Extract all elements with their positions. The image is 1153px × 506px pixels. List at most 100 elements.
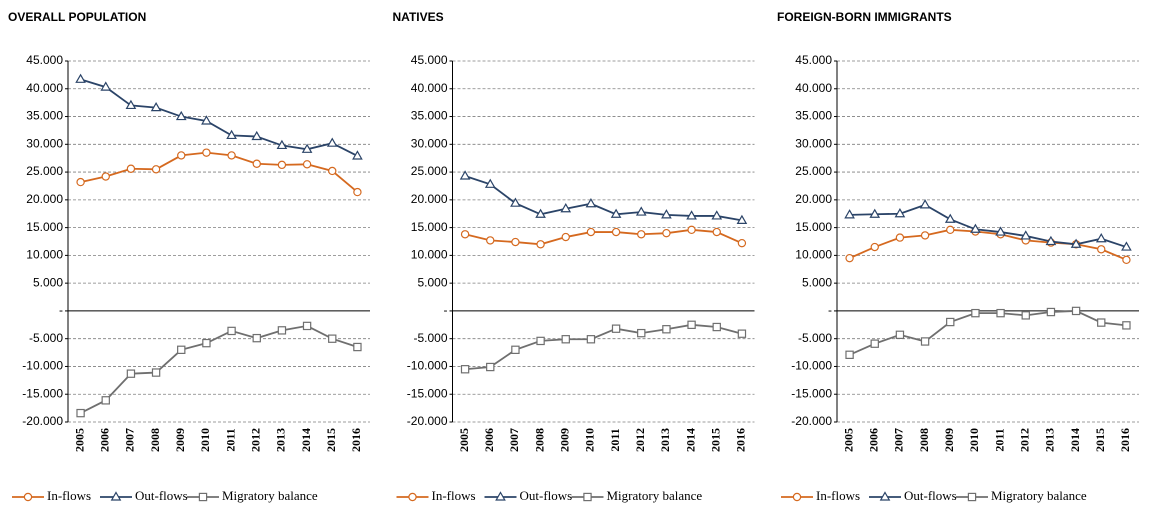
marker	[1121, 241, 1132, 251]
marker	[635, 206, 647, 216]
x-tick-label: 2006	[98, 428, 112, 452]
marker	[100, 81, 112, 91]
series-line	[80, 151, 358, 193]
marker	[661, 209, 672, 219]
y-tick-label: 45.000	[26, 53, 63, 67]
y-tick-label: 5.000	[802, 275, 832, 289]
x-tick-label: 2005	[841, 428, 855, 452]
y-tick-label: 15.000	[411, 220, 448, 234]
marker	[23, 492, 33, 502]
x-tick-label: 2015	[1093, 428, 1107, 452]
x-tick-label: 2012	[249, 428, 263, 452]
x-tick-label: 2013	[274, 428, 288, 452]
marker	[202, 338, 211, 348]
x-tick-label: 2010	[583, 428, 597, 452]
marker	[1097, 245, 1106, 254]
marker	[101, 172, 110, 181]
series-line	[849, 310, 1127, 356]
marker	[459, 170, 471, 180]
marker	[151, 165, 161, 174]
y-tick-label: -15.000	[791, 386, 832, 400]
marker	[486, 236, 495, 245]
marker	[895, 233, 905, 242]
marker	[586, 227, 596, 237]
legend-label: Migratory balance	[607, 488, 703, 503]
y-tick-label: 25.000	[795, 164, 832, 178]
marker	[686, 210, 697, 220]
marker	[895, 330, 905, 340]
marker	[75, 73, 86, 83]
x-tick-label: 2008	[148, 428, 162, 452]
series-line	[849, 228, 1127, 261]
y-tick-label: -20.000	[22, 414, 63, 428]
legend-label: Out-flows	[135, 488, 188, 503]
y-tick-label: 40.000	[411, 81, 448, 95]
marker	[637, 230, 646, 239]
marker	[637, 328, 646, 338]
marker	[737, 329, 747, 338]
marker	[967, 492, 977, 502]
y-tick-label: -15.000	[407, 386, 448, 400]
marker	[1070, 238, 1082, 248]
marker	[175, 110, 187, 121]
series-line	[464, 175, 743, 222]
marker	[352, 150, 363, 160]
x-tick-label: 2010	[198, 428, 212, 452]
marker	[328, 334, 337, 343]
marker	[970, 223, 981, 233]
x-tick-label: 2011	[608, 428, 622, 451]
y-tick-label: 40.000	[26, 81, 63, 95]
marker	[353, 342, 362, 352]
y-tick-label: 35.000	[26, 109, 63, 123]
marker	[971, 308, 980, 318]
marker	[177, 151, 186, 160]
marker	[1045, 235, 1057, 246]
x-tick-label: 2008	[917, 428, 931, 452]
y-tick-label: 25.000	[26, 164, 63, 178]
series-line	[464, 228, 743, 246]
y-tick-label: -10.000	[791, 359, 832, 373]
marker	[583, 492, 592, 502]
x-tick-label: 2012	[1018, 428, 1032, 452]
x-tick-label: 2005	[457, 428, 471, 452]
x-tick-label: 2014	[1068, 428, 1082, 452]
chart-title: NATIVES	[393, 10, 444, 24]
marker	[177, 345, 186, 355]
marker	[276, 139, 288, 150]
marker	[126, 369, 136, 378]
y-tick-label: -	[59, 303, 63, 317]
series-line	[80, 78, 358, 157]
marker	[944, 213, 956, 223]
legend-label: In-flows	[47, 488, 91, 503]
y-tick-label: 45.000	[795, 53, 832, 67]
y-tick-label: 40.000	[795, 81, 832, 95]
y-tick-label: 20.000	[411, 192, 448, 206]
x-tick-label: 2014	[683, 428, 697, 452]
marker	[151, 368, 161, 377]
marker	[919, 199, 931, 209]
marker	[126, 164, 136, 173]
y-tick-label: -5.000	[29, 331, 63, 345]
y-tick-label: -10.000	[407, 359, 448, 373]
legend-label: Migratory balance	[991, 488, 1087, 503]
y-tick-label: 10.000	[26, 248, 63, 262]
marker	[611, 227, 621, 237]
marker	[844, 209, 855, 219]
marker	[662, 228, 671, 238]
marker	[486, 362, 495, 372]
x-tick-label: 2016	[734, 428, 748, 452]
marker	[894, 208, 906, 218]
marker	[511, 345, 520, 355]
marker	[1122, 255, 1131, 265]
y-tick-label: 15.000	[795, 220, 832, 234]
x-tick-label: 2007	[123, 428, 137, 452]
marker	[76, 408, 85, 418]
marker	[662, 325, 671, 334]
x-tick-label: 2016	[1118, 428, 1132, 452]
marker	[792, 492, 802, 502]
marker	[1046, 307, 1056, 317]
y-tick-label: 30.000	[795, 136, 832, 150]
marker	[845, 350, 854, 359]
marker	[226, 129, 237, 140]
marker	[1071, 306, 1081, 316]
